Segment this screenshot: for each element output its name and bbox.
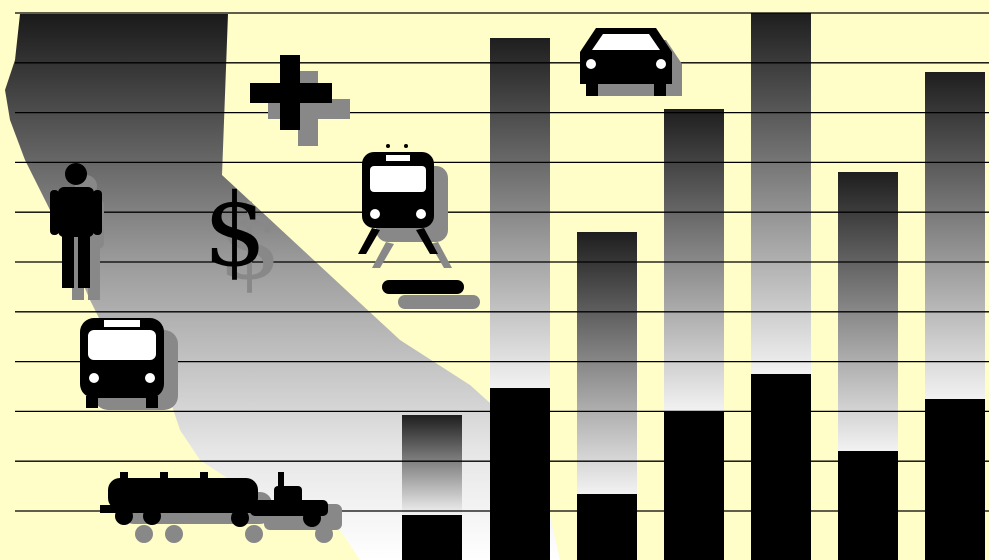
bar-upper-segment [402, 415, 462, 515]
bar-upper-segment [751, 13, 811, 374]
bar-lower-segment [664, 411, 724, 560]
ruled-lines [15, 12, 989, 512]
tanker-truck-icon [100, 472, 342, 543]
bar-upper-segment [577, 232, 637, 494]
bar-upper-segment [664, 109, 724, 411]
person-icon [50, 163, 104, 300]
minus-icon [382, 280, 480, 309]
bar-group [402, 13, 985, 560]
bar-lower-segment [577, 494, 637, 560]
bar-lower-segment [838, 451, 898, 560]
bar-lower-segment [402, 515, 462, 560]
dollar-symbol-shadow: $ [218, 185, 282, 302]
bar-lower-segment [925, 399, 985, 560]
train-icon [358, 144, 452, 268]
bar-lower-segment [490, 388, 550, 560]
bar-upper-segment [490, 38, 550, 388]
bar-upper-segment [925, 72, 985, 399]
bar-lower-segment [751, 374, 811, 560]
plus-icon [250, 55, 350, 146]
bus-icon [80, 318, 178, 410]
car-icon [580, 28, 682, 96]
dollar-icon: $ $ [203, 172, 282, 302]
dollar-symbol: $ [203, 172, 267, 289]
